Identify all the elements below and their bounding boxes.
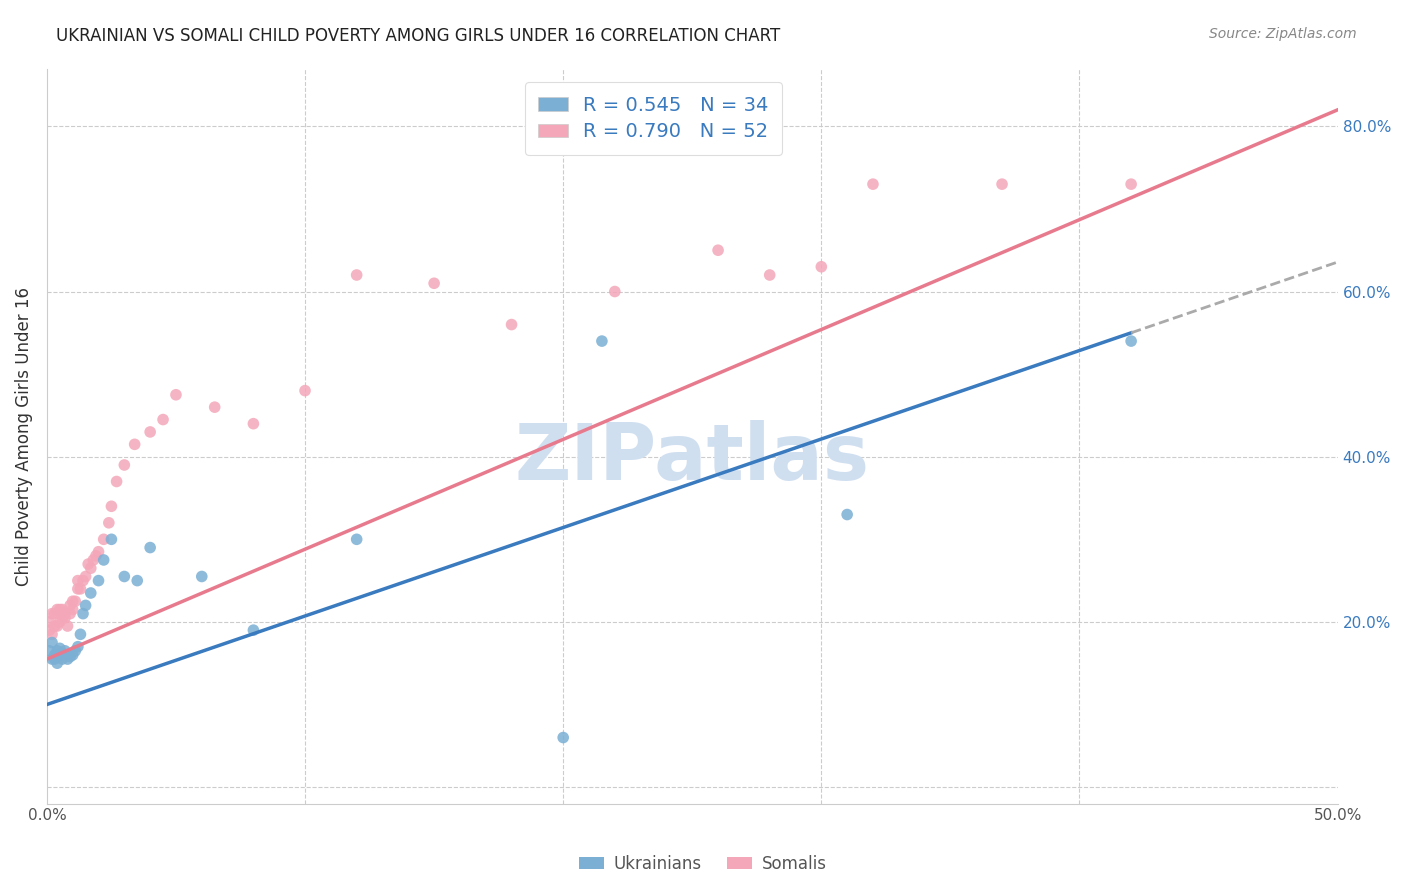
- Point: [191, 569, 214, 583]
- Point: [44, 652, 66, 666]
- Point: [46, 619, 69, 633]
- Point: [139, 541, 162, 555]
- Point: [46, 657, 69, 671]
- Point: [49, 615, 72, 629]
- Point: [38, 615, 60, 629]
- Text: ZIPatlas: ZIPatlas: [515, 420, 870, 496]
- Point: [59, 607, 82, 621]
- Point: [165, 388, 187, 402]
- Point: [100, 500, 122, 514]
- Point: [62, 602, 84, 616]
- Point: [100, 533, 122, 547]
- Text: UKRAINIAN VS SOMALI CHILD POVERTY AMONG GIRLS UNDER 16 CORRELATION CHART: UKRAINIAN VS SOMALI CHILD POVERTY AMONG …: [56, 27, 780, 45]
- Point: [62, 594, 84, 608]
- Point: [346, 268, 368, 282]
- Point: [80, 586, 103, 600]
- Point: [93, 553, 115, 567]
- Point: [65, 644, 87, 658]
- Point: [49, 648, 72, 662]
- Point: [77, 557, 100, 571]
- Point: [59, 649, 82, 664]
- Point: [87, 574, 110, 588]
- Point: [56, 619, 79, 633]
- Point: [41, 652, 63, 666]
- Point: [707, 244, 730, 258]
- Point: [242, 623, 264, 637]
- Point: [810, 260, 832, 274]
- Point: [75, 569, 97, 583]
- Point: [346, 533, 368, 547]
- Point: [1119, 334, 1142, 348]
- Point: [127, 574, 149, 588]
- Point: [603, 285, 626, 299]
- Point: [97, 516, 120, 530]
- Text: Source: ZipAtlas.com: Source: ZipAtlas.com: [1209, 27, 1357, 41]
- Point: [758, 268, 780, 282]
- Point: [80, 561, 103, 575]
- Point: [59, 599, 82, 613]
- Point: [53, 644, 76, 658]
- Y-axis label: Child Poverty Among Girls Under 16: Child Poverty Among Girls Under 16: [15, 286, 32, 585]
- Point: [41, 607, 63, 621]
- Point: [242, 417, 264, 431]
- Point: [38, 623, 60, 637]
- Point: [41, 627, 63, 641]
- Legend: Ukrainians, Somalis: Ukrainians, Somalis: [572, 848, 834, 880]
- Point: [66, 640, 89, 654]
- Point: [112, 458, 135, 472]
- Point: [204, 400, 226, 414]
- Legend: R = 0.545   N = 34, R = 0.790   N = 52: R = 0.545 N = 34, R = 0.790 N = 52: [524, 82, 782, 155]
- Point: [69, 627, 91, 641]
- Point: [51, 602, 73, 616]
- Point: [65, 594, 87, 608]
- Point: [591, 334, 613, 348]
- Point: [75, 599, 97, 613]
- Point: [66, 582, 89, 596]
- Point: [46, 644, 69, 658]
- Point: [152, 412, 174, 426]
- Point: [1119, 177, 1142, 191]
- Point: [44, 607, 66, 621]
- Point: [51, 646, 73, 660]
- Point: [84, 549, 107, 563]
- Point: [553, 731, 575, 745]
- Point: [44, 619, 66, 633]
- Point: [112, 569, 135, 583]
- Point: [62, 648, 84, 662]
- Point: [139, 425, 162, 439]
- Point: [69, 582, 91, 596]
- Point: [38, 644, 60, 658]
- Point: [87, 545, 110, 559]
- Point: [56, 652, 79, 666]
- Point: [46, 602, 69, 616]
- Point: [49, 641, 72, 656]
- Point: [51, 611, 73, 625]
- Point: [72, 607, 94, 621]
- Point: [124, 437, 146, 451]
- Point: [44, 648, 66, 662]
- Point: [66, 574, 89, 588]
- Point: [49, 602, 72, 616]
- Point: [41, 635, 63, 649]
- Point: [53, 611, 76, 625]
- Point: [105, 475, 128, 489]
- Point: [294, 384, 316, 398]
- Point: [72, 574, 94, 588]
- Point: [82, 553, 104, 567]
- Point: [991, 177, 1014, 191]
- Point: [423, 277, 446, 291]
- Point: [53, 607, 76, 621]
- Point: [51, 652, 73, 666]
- Point: [862, 177, 884, 191]
- Point: [837, 508, 859, 522]
- Point: [93, 533, 115, 547]
- Point: [501, 318, 523, 332]
